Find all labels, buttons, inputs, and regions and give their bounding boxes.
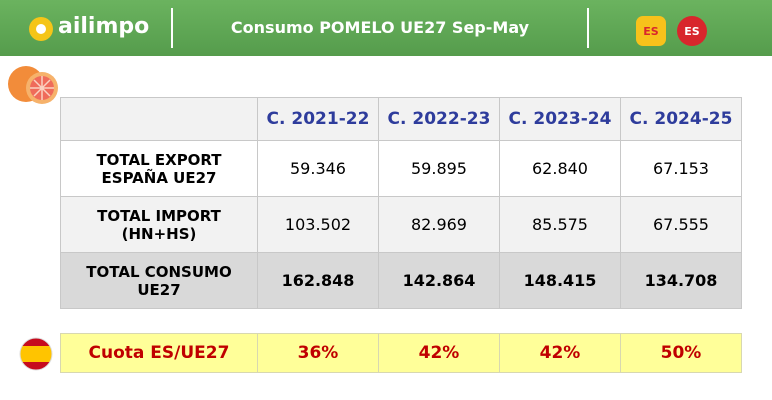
- separator: [587, 8, 589, 48]
- cell: 142.864: [378, 252, 500, 309]
- data-row: TOTAL CONSUMO UE27 162.848 142.864 148.415 1…: [60, 252, 742, 309]
- cell: 67.153: [620, 140, 742, 197]
- header-row: C. 2021-22 C. 2022-23 C. 2023-24 C. 2024-25: [60, 97, 742, 141]
- data-table: C. 2021-22 C. 2022-23 C. 2023-24 C. 2024-25…: [60, 97, 742, 309]
- cell: 103.502: [257, 196, 379, 253]
- title: Consumo POMELO UE27 Sep-May: [230, 18, 530, 37]
- row-label: TOTAL CONSUMO UE27: [60, 252, 258, 309]
- row-label: TOTAL IMPORT (HN+HS): [60, 196, 258, 253]
- column-header: C. 2021-22: [257, 97, 379, 141]
- quota-row: Cuota ES/UE27 36% 42% 42% 50%: [60, 333, 742, 373]
- cell: 85.575: [499, 196, 621, 253]
- cell: 82.969: [378, 196, 500, 253]
- cell: 162.848: [257, 252, 379, 309]
- cell: 59.895: [378, 140, 500, 197]
- quota-table: Cuota ES/UE27 36% 42% 42% 50%: [60, 333, 742, 373]
- cell: 67.555: [620, 196, 742, 253]
- column-header: C. 2022-23: [378, 97, 500, 141]
- row-label: Cuota ES/UE27: [60, 333, 258, 373]
- separator: [171, 8, 173, 48]
- column-header: C. 2023-24: [499, 97, 621, 141]
- column-header: C. 2024-25: [620, 97, 742, 141]
- cell: 42%: [378, 333, 500, 373]
- cell: 148.415: [499, 252, 621, 309]
- grapefruit-icon: [8, 66, 58, 104]
- row-label: TOTAL EXPORT ESPAÑA UE27: [60, 140, 258, 197]
- cell: 36%: [257, 333, 379, 373]
- spain-flag: [19, 337, 53, 371]
- cell: 134.708: [620, 252, 742, 309]
- corner-cell: [60, 97, 258, 141]
- data-row: TOTAL IMPORT (HN+HS) 103.502 82.969 85.575 6…: [60, 196, 742, 253]
- logo-icon: [29, 17, 53, 41]
- cell: 59.346: [257, 140, 379, 197]
- cell: 62.840: [499, 140, 621, 197]
- data-row: TOTAL EXPORT ESPAÑA UE27 59.346 59.895 62.8…: [60, 140, 742, 197]
- badge: ES: [677, 16, 707, 46]
- badge: ES: [636, 16, 666, 46]
- cell: 42%: [499, 333, 621, 373]
- header: ailimpo Consumo POMELO UE27 Sep-May ES E…: [0, 0, 772, 56]
- cell: 50%: [620, 333, 742, 373]
- brand: ailimpo: [58, 14, 150, 39]
